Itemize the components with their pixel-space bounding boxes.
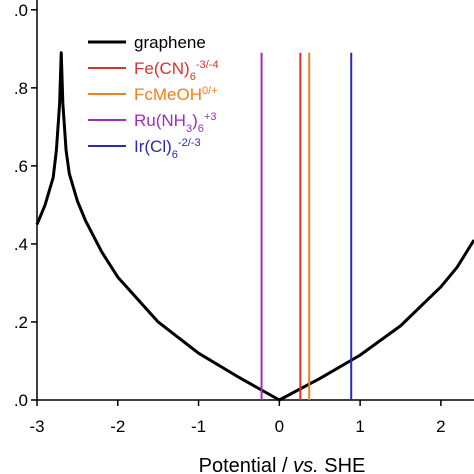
text-part: ) [192, 111, 198, 130]
series-line [35, 51, 474, 402]
legend-label: Ru(NH3)6+3 [134, 111, 217, 135]
legend-label: Ir(Cl)6-2/-3 [134, 137, 201, 161]
text-part: FcMeOH [134, 85, 202, 104]
text-part: +3 [204, 111, 217, 123]
text-part: 6 [198, 123, 204, 135]
y-tick-label: .2 [14, 313, 28, 332]
text-part: Fe(CN) [134, 59, 190, 78]
text-part: -2/-3 [178, 137, 201, 149]
text-part: 3 [186, 123, 192, 135]
text-part: Potential / [199, 455, 294, 474]
x-tick-label: 0 [275, 417, 284, 436]
y-tick-label: .6 [14, 157, 28, 176]
text-part: 6 [172, 149, 178, 161]
x-tick-label: 2 [436, 417, 445, 436]
y-tick-label: .0 [14, 1, 28, 20]
text-part: Ru(NH [134, 111, 186, 130]
text-part: SHE [319, 455, 366, 474]
x-axis-label: Potential / vs. SHE [199, 455, 366, 474]
legend-label: graphene [134, 33, 206, 52]
y-tick-label: .4 [14, 235, 28, 254]
x-tick-label: -3 [29, 417, 44, 436]
text-part: 6 [190, 71, 196, 83]
y-tick-label: .0 [14, 391, 28, 410]
x-tick-label: -2 [110, 417, 125, 436]
text-part: 0/+ [202, 85, 218, 97]
text-part: -3/-4 [196, 59, 219, 71]
text-part: vs. [293, 455, 319, 474]
x-tick-label: -1 [191, 417, 206, 436]
y-tick-label: .8 [14, 79, 28, 98]
x-tick-label: 1 [355, 417, 364, 436]
text-part: graphene [134, 33, 206, 52]
text-part: Ir(Cl) [134, 137, 172, 156]
legend-label: FcMeOH0/+ [134, 85, 218, 104]
legend-label: Fe(CN)6-3/-4 [134, 59, 219, 83]
